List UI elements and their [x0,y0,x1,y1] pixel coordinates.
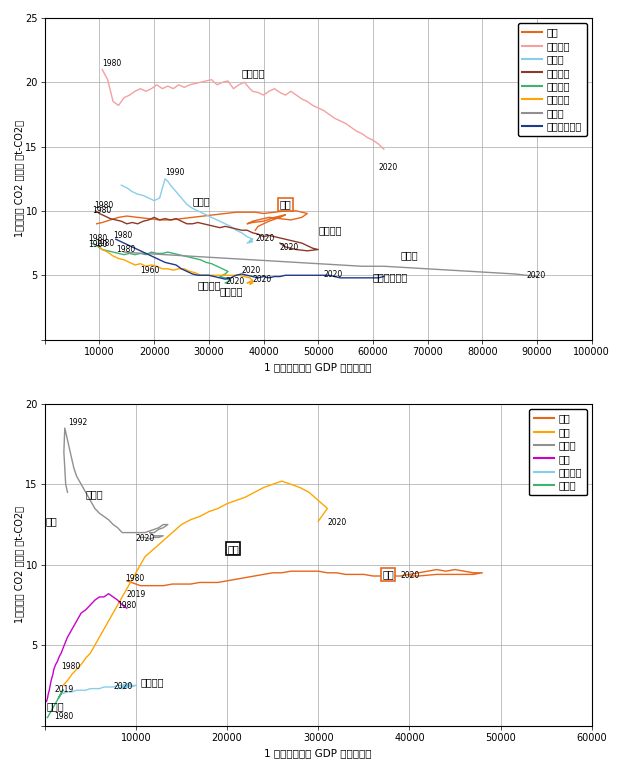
Text: 1990: 1990 [165,168,185,177]
Text: ロシア: ロシア [85,489,104,499]
Text: ドイツ: ドイツ [192,197,210,206]
Text: 1980: 1980 [61,662,80,672]
Text: 1980: 1980 [95,239,114,248]
Text: 1980: 1980 [89,240,108,249]
Text: 2020: 2020 [113,682,132,691]
Text: 韓国: 韓国 [227,544,239,554]
Text: インド: インド [47,702,64,712]
Text: フランス: フランス [220,286,243,296]
Text: アメリカ: アメリカ [241,68,265,78]
Text: 2020: 2020 [255,233,275,242]
Text: 日本: 日本 [280,199,291,209]
Text: 2020: 2020 [253,275,272,283]
Text: イタリア: イタリア [198,280,222,290]
X-axis label: 1 人当たり名目 GDP （米ドル）: 1 人当たり名目 GDP （米ドル） [265,362,372,372]
Text: 2020: 2020 [400,571,419,580]
Text: 日本: 日本 [382,570,394,580]
Text: 2020: 2020 [136,533,155,543]
Text: 2020: 2020 [241,266,261,275]
Text: 1980: 1980 [102,59,122,67]
Text: 中国: 中国 [46,516,57,527]
Y-axis label: 1人当たり CO2 排出量 （t-CO2）: 1人当たり CO2 排出量 （t-CO2） [14,506,24,623]
Text: 1980: 1980 [92,206,112,215]
Text: 1980: 1980 [125,574,144,583]
Text: 1980: 1980 [116,245,135,254]
Text: スイス: スイス [400,251,418,260]
Text: 1980: 1980 [113,231,132,240]
Text: 1992: 1992 [69,418,88,427]
Text: スウェーデン: スウェーデン [373,273,408,283]
Text: 2019: 2019 [55,685,74,694]
Text: 2020: 2020 [526,271,545,279]
Text: 2020: 2020 [378,163,397,171]
X-axis label: 1 人当たり名目 GDP （米ドル）: 1 人当たり名目 GDP （米ドル） [265,748,372,758]
Text: 1980: 1980 [94,201,113,210]
Text: 1960: 1960 [140,266,160,275]
Y-axis label: 1人当たり CO2 排出量 （t-CO2）: 1人当たり CO2 排出量 （t-CO2） [14,120,24,237]
Text: ブラジル: ブラジル [140,677,164,687]
Text: 2020: 2020 [328,517,346,527]
Text: 2020: 2020 [324,269,343,279]
Text: 2020: 2020 [225,277,245,286]
Text: 2019: 2019 [127,590,146,599]
Legend: 日本, 韓国, ロシア, 中国, ブラジル, インド: 日本, 韓国, ロシア, 中国, ブラジル, インド [529,408,587,496]
Text: 1980: 1980 [89,233,108,242]
Text: 1980: 1980 [54,713,73,721]
Legend: 日本, アメリカ, ドイツ, イギリス, イタリア, フランス, スイス, スウェーデン: 日本, アメリカ, ドイツ, イギリス, イタリア, フランス, スイス, スウ… [517,22,587,137]
Text: 1980: 1980 [118,601,137,610]
Text: 2020: 2020 [280,242,299,252]
Text: イギリス: イギリス [318,225,342,235]
